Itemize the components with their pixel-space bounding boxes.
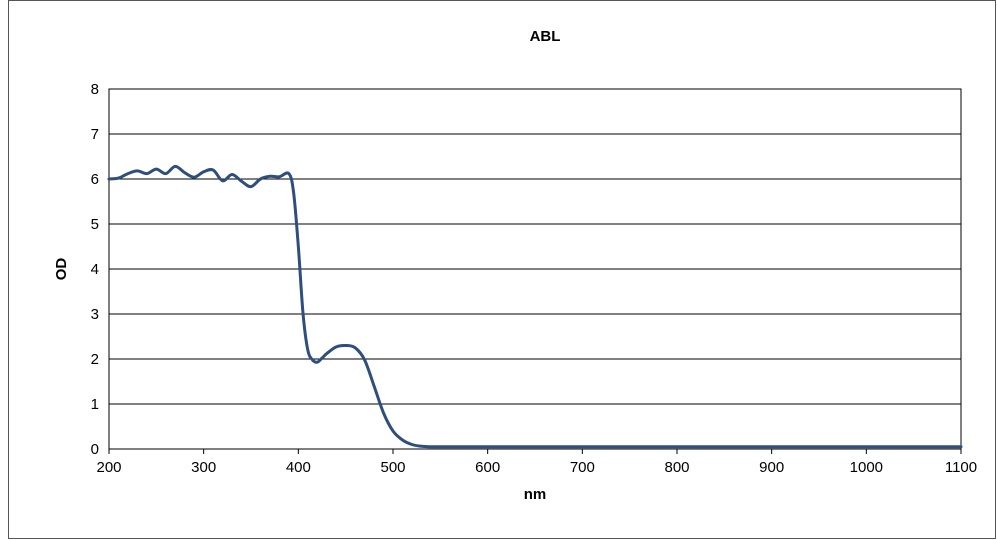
y-tick-label: 2 — [91, 351, 99, 368]
x-tick-label: 800 — [664, 459, 689, 476]
y-tick-label: 0 — [91, 441, 99, 458]
y-tick-label: 7 — [91, 126, 99, 143]
x-tick-label: 1000 — [850, 459, 883, 476]
x-tick-label: 300 — [191, 459, 216, 476]
series-line-od — [107, 164, 963, 449]
y-tick-label: 6 — [91, 171, 99, 188]
x-tick-label: 200 — [96, 459, 121, 476]
x-axis-title: nm — [524, 486, 547, 503]
x-tick-labels: 200 300 400 500 600 700 800 900 1000 1100 — [96, 449, 977, 476]
y-axis-title: OD — [53, 258, 70, 281]
y-tick-label: 4 — [91, 261, 99, 278]
x-tick-label: 500 — [380, 459, 405, 476]
plot-area — [108, 88, 962, 450]
y-tick-label: 1 — [91, 396, 99, 413]
x-tick-label: 700 — [570, 459, 595, 476]
y-tick-labels: 0 1 2 3 4 5 6 7 8 — [91, 81, 99, 458]
x-tick-label: 400 — [286, 459, 311, 476]
chart-frame: 0 1 2 3 4 5 6 7 8 200 300 400 500 600 700 800 900 1000 11… — [8, 0, 996, 539]
gridlines — [109, 88, 961, 450]
y-tick-label: 3 — [91, 306, 99, 323]
x-tick-label: 600 — [475, 459, 500, 476]
y-tick-label: 5 — [91, 216, 99, 233]
x-tick-label: 900 — [759, 459, 784, 476]
od-spectrum-chart: 0 1 2 3 4 5 6 7 8 200 300 400 500 600 700 800 900 1000 11… — [53, 28, 977, 503]
y-tick-label: 8 — [91, 81, 99, 98]
x-tick-label: 1100 — [945, 459, 977, 476]
chart-title: ABL — [530, 28, 561, 45]
